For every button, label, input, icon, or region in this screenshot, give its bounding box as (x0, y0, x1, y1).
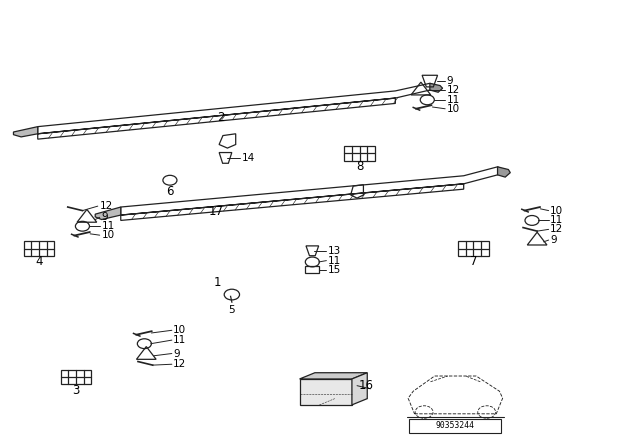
Text: 9: 9 (102, 212, 108, 222)
Polygon shape (430, 83, 443, 92)
Polygon shape (352, 373, 367, 405)
Text: 11: 11 (173, 335, 186, 345)
Text: 14: 14 (242, 153, 255, 163)
Text: 12: 12 (173, 359, 186, 369)
Bar (305, 266, 319, 273)
Polygon shape (497, 167, 510, 177)
Polygon shape (300, 379, 352, 405)
Text: 6: 6 (166, 185, 173, 198)
Text: 10: 10 (550, 206, 563, 215)
Text: 90353244: 90353244 (436, 422, 475, 431)
Text: 5: 5 (228, 305, 235, 315)
Bar (24, 241, 54, 256)
Polygon shape (300, 373, 367, 379)
Text: 9: 9 (550, 235, 557, 245)
Text: 10: 10 (447, 104, 460, 114)
Text: 1: 1 (214, 276, 221, 289)
Text: 13: 13 (328, 246, 341, 256)
Text: 7: 7 (470, 255, 477, 268)
Text: 12: 12 (100, 201, 113, 211)
Text: 10: 10 (102, 230, 115, 240)
Bar (61, 370, 92, 384)
Text: 4: 4 (35, 255, 43, 268)
Text: 11: 11 (328, 256, 341, 266)
Text: 9: 9 (173, 349, 180, 358)
Text: 16: 16 (358, 379, 373, 392)
Text: 10: 10 (173, 325, 186, 335)
Text: 12: 12 (550, 224, 563, 234)
Bar (458, 241, 488, 256)
Polygon shape (13, 127, 38, 137)
Text: 17: 17 (209, 205, 224, 218)
Text: 8: 8 (356, 160, 364, 173)
Text: 15: 15 (328, 265, 341, 275)
Polygon shape (95, 207, 121, 220)
Text: 11: 11 (447, 95, 460, 105)
Text: 9: 9 (447, 76, 453, 86)
Text: 12: 12 (447, 85, 460, 95)
Text: 11: 11 (102, 221, 115, 231)
Text: 11: 11 (550, 215, 563, 225)
Text: 3: 3 (72, 383, 80, 396)
Text: 2: 2 (217, 111, 225, 124)
Bar (344, 146, 375, 160)
